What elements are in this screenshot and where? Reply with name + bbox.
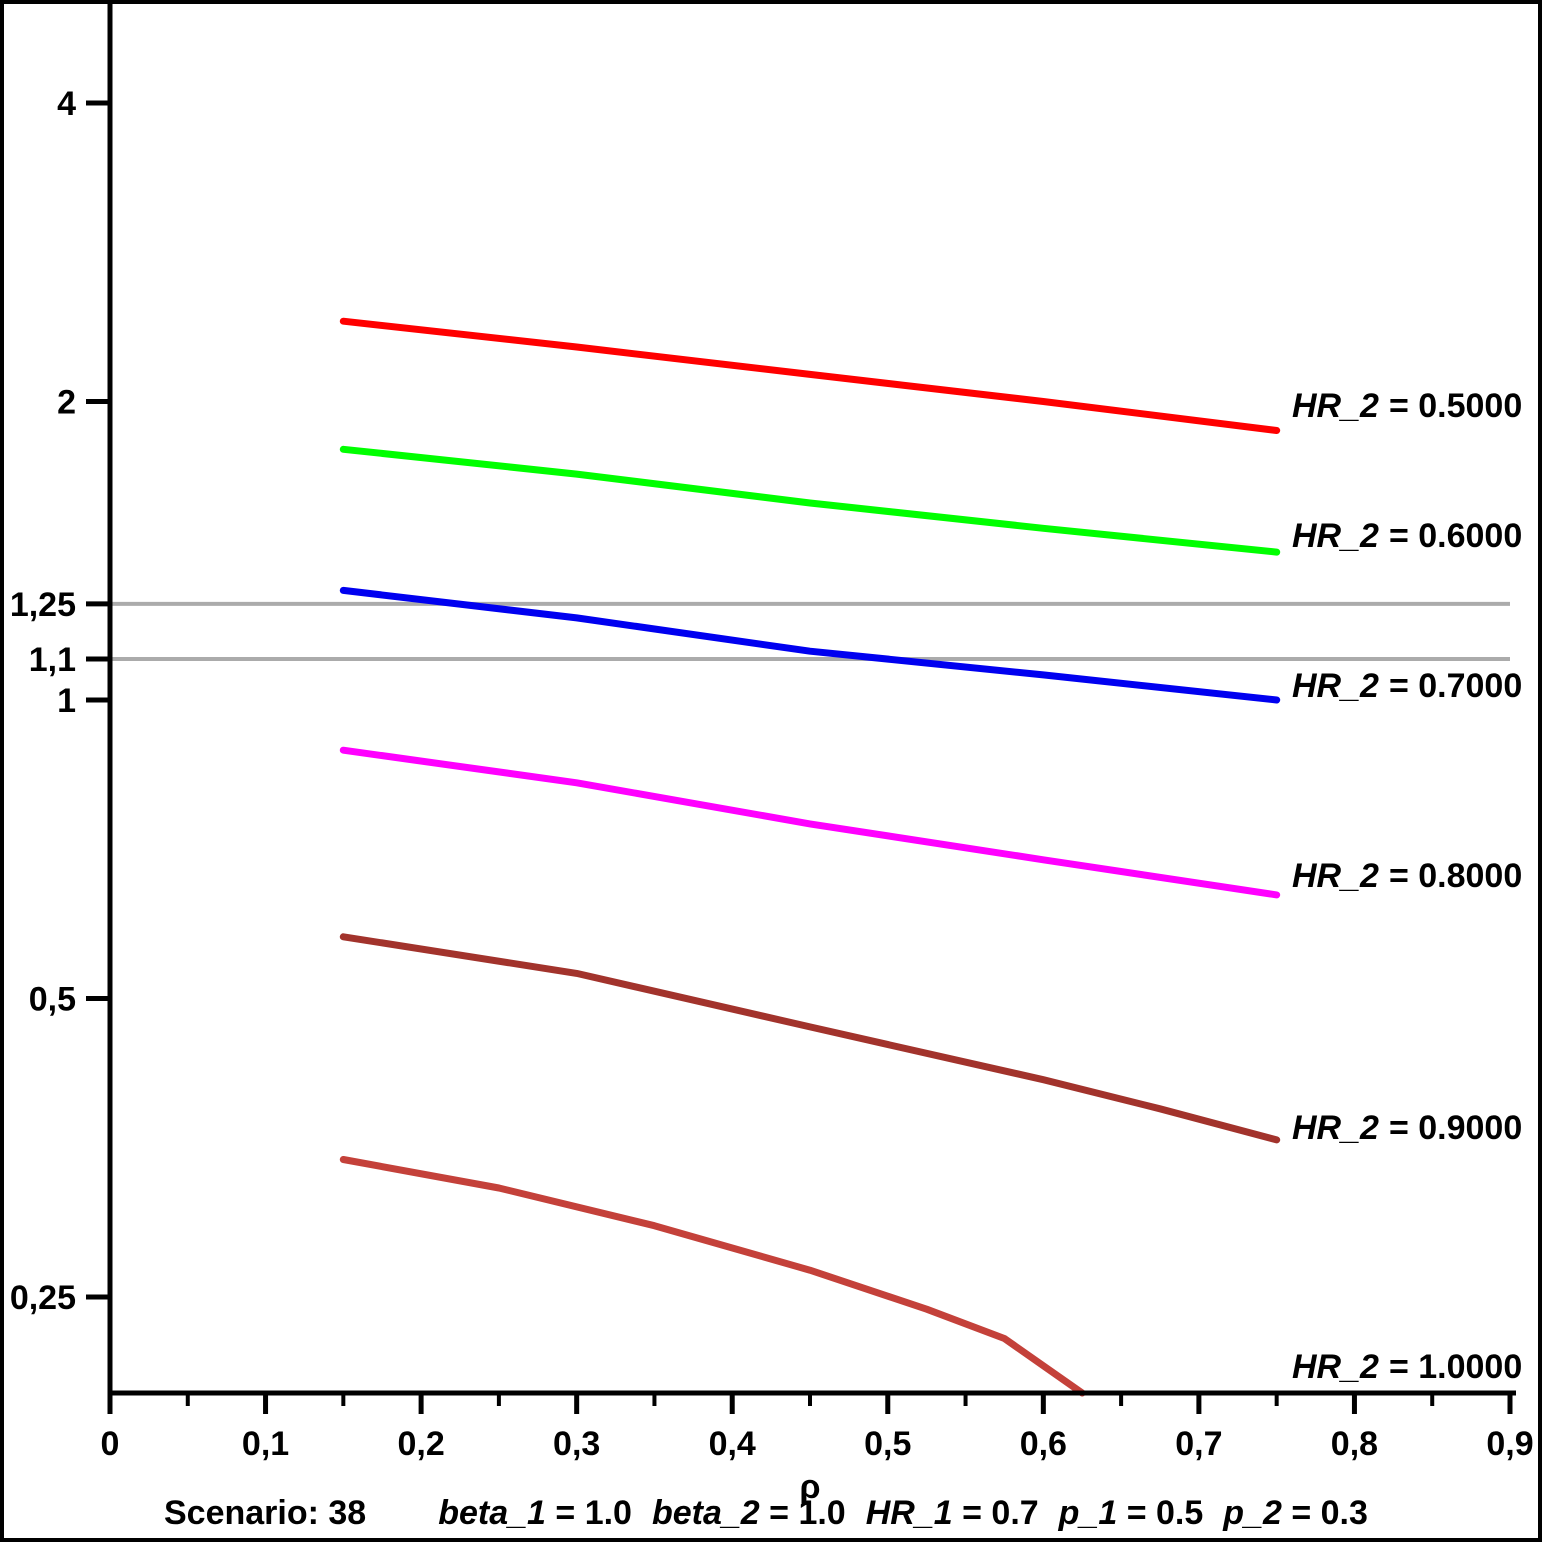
y-tick-label: 4 xyxy=(57,85,76,123)
y-tick-label: 1,1 xyxy=(29,641,76,679)
x-tick-label: 0,2 xyxy=(397,1425,444,1463)
series-label-hr2-0.8: HR_2 = 0.8000 xyxy=(1292,857,1522,895)
x-tick-label: 0,8 xyxy=(1331,1425,1378,1463)
x-tick-label: 0,6 xyxy=(1020,1425,1067,1463)
x-tick-label: 0,9 xyxy=(1486,1425,1533,1463)
series-line-hr2-0.5 xyxy=(339,317,1281,434)
x-tick-label: 0,5 xyxy=(864,1425,911,1463)
y-tick-label: 0,25 xyxy=(10,1279,76,1317)
series-line-hr2-0.8 xyxy=(339,746,1281,899)
param-beta-2: beta_2 = 1.0 xyxy=(652,1494,846,1533)
param-value: = 0.5 xyxy=(1117,1494,1204,1532)
param-value: = 0.3 xyxy=(1281,1494,1368,1532)
series-line-hr2-1 xyxy=(339,1156,1086,1397)
footer: Scenario: 38 beta_1 = 1.0 beta_2 = 1.0 H… xyxy=(164,1494,1388,1533)
param-beta-1: beta_1 = 1.0 xyxy=(438,1494,632,1533)
y-tick-label: 2 xyxy=(57,384,76,422)
param-name: beta_2 xyxy=(651,1494,760,1532)
param-value: = 0.7 xyxy=(952,1494,1039,1532)
param-hr-1: HR_1 = 0.7 xyxy=(866,1494,1039,1533)
x-tick-label: 0,4 xyxy=(709,1425,756,1463)
param-value: = 1.0 xyxy=(545,1494,632,1532)
series-label-hr2-1: HR_2 = 1.0000 xyxy=(1292,1348,1522,1386)
y-tick-label: 0,5 xyxy=(29,980,76,1018)
series-label-hr2-0.9: HR_2 = 0.9000 xyxy=(1292,1109,1522,1147)
x-axis-title: ρ xyxy=(799,1468,820,1506)
param-p-1: p_1 = 0.5 xyxy=(1059,1494,1204,1533)
x-tick-label: 0 xyxy=(101,1425,120,1463)
series-line-hr2-0.7 xyxy=(339,586,1281,704)
scenario-label: Scenario: 38 xyxy=(164,1494,367,1532)
series-line-hr2-0.9 xyxy=(339,933,1281,1144)
param-value: = 1.0 xyxy=(759,1494,846,1532)
param-name: beta_1 xyxy=(438,1494,546,1532)
x-tick-label: 0,3 xyxy=(553,1425,600,1463)
chart-svg: 4 2 1,25 1,11 0,5 0,25 0 0,1 0,2 0,3 0,4 0,5 0,6 0,7 0… xyxy=(10,4,1534,1506)
x-tick-label: 0,1 xyxy=(242,1425,289,1463)
chart-generated-layer: 4 2 1,25 1,11 0,5 0,25 0 0,1 0,2 0,3 0,4 0,5 0,6 0,7 0… xyxy=(10,4,1534,1463)
y-tick-label: 1,25 xyxy=(10,586,76,624)
series-line-hr2-0.6 xyxy=(339,445,1281,556)
param-name: p_1 xyxy=(1058,1494,1118,1532)
param-name: HR_1 xyxy=(865,1494,953,1532)
series-label-hr2-0.6: HR_2 = 0.6000 xyxy=(1292,517,1522,555)
param-p-2: p_2 = 0.3 xyxy=(1223,1494,1368,1533)
param-name: p_2 xyxy=(1223,1494,1282,1532)
series-label-hr2-0.5: HR_2 = 0.5000 xyxy=(1292,387,1522,425)
y-tick-label: 1 xyxy=(57,682,76,720)
x-tick-label: 0,7 xyxy=(1175,1425,1222,1463)
series-label-hr2-0.7: HR_2 = 0.7000 xyxy=(1292,667,1522,705)
